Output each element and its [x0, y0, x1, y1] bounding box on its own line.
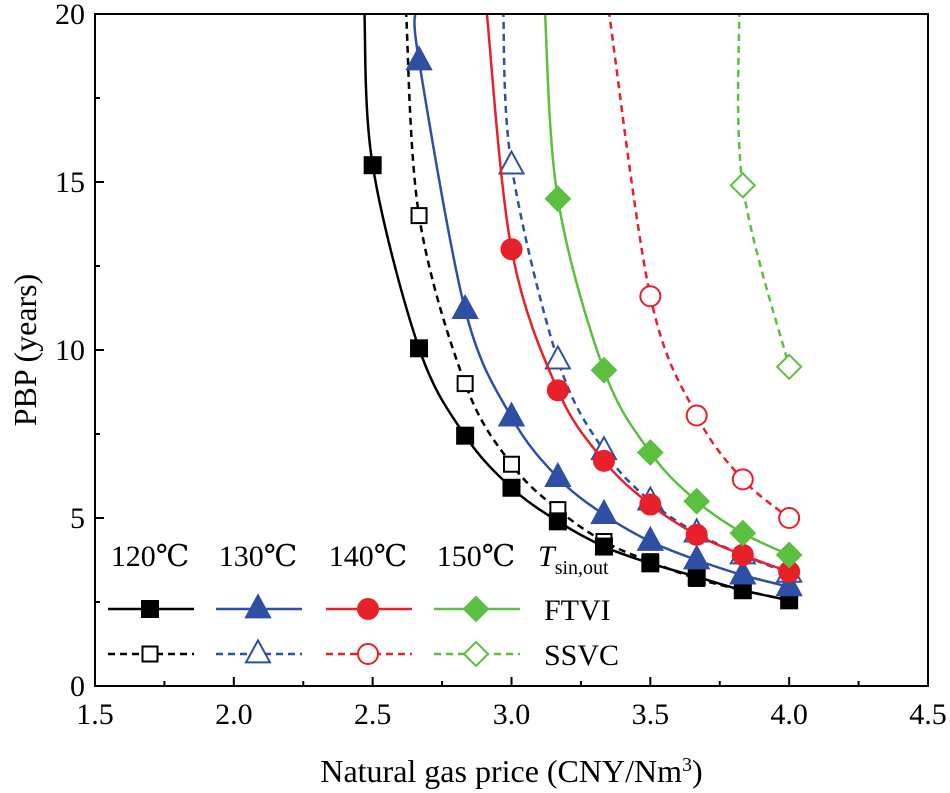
legend-t-symbol: T: [538, 540, 557, 573]
y-axis-title: PBP (years): [7, 274, 43, 427]
axis-ticks: 1.5 2.0 2.5 3.0 3.5 4.0 4.5 0 5 10 15 20: [55, 0, 947, 731]
data-point: [729, 519, 757, 547]
plot-frame: [94, 13, 929, 687]
series-150-ftvi: [543, 14, 803, 569]
data-point: [641, 554, 660, 573]
series-line: [736, 14, 791, 368]
series-150-ssvc: [729, 14, 803, 381]
data-point: [590, 356, 618, 384]
legend-temperature-120: 120℃: [111, 540, 190, 573]
series-130-ftvi: [405, 14, 803, 597]
legend-marker: [357, 643, 379, 665]
legend-marker: [462, 640, 490, 668]
x-tick-label: 2.0: [215, 698, 253, 731]
legend-swatch-130-ftvi: [216, 593, 302, 619]
x-axis-title-main: Natural gas price (CNY/Nm: [320, 753, 682, 789]
data-point: [687, 567, 706, 586]
legend-marker: [244, 593, 272, 619]
data-point: [497, 149, 526, 175]
data-point: [685, 404, 708, 427]
data-point: [546, 379, 569, 402]
x-axis-title-end: ): [692, 753, 703, 789]
legend-temperature-symbol: Tsin,out: [538, 540, 609, 579]
legend-temperature-150: 150℃: [437, 540, 516, 573]
legend-swatch-150-ssvc: [434, 640, 520, 668]
series-120-ftvi: [363, 14, 799, 610]
legend-swatch-120-ftvi: [108, 600, 194, 618]
data-point: [594, 537, 613, 556]
series-line: [363, 14, 790, 602]
data-point: [405, 45, 433, 71]
data-point: [548, 512, 567, 531]
series-line: [543, 14, 790, 557]
data-point: [451, 293, 479, 320]
legend-marker: [244, 638, 272, 664]
series-line: [413, 14, 790, 589]
y-tick-label: 15: [55, 166, 85, 199]
data-point: [497, 401, 526, 427]
y-tick-label: 10: [55, 334, 85, 367]
data-point: [592, 449, 615, 472]
x-tick-label: 1.5: [76, 698, 114, 731]
data-point: [500, 238, 523, 261]
data-point: [456, 426, 475, 445]
data-point: [733, 581, 752, 600]
data-point: [778, 507, 801, 529]
series-layer: [363, 14, 803, 610]
legend-swatch-130-ssvc: [216, 638, 302, 664]
x-tick-label: 4.0: [770, 698, 808, 731]
legend-marker: [141, 600, 159, 618]
data-point: [775, 541, 803, 569]
x-axis-title-sup: 3: [682, 754, 692, 776]
data-point: [544, 185, 572, 213]
data-point: [503, 455, 520, 473]
data-point: [731, 468, 754, 491]
data-point: [729, 171, 757, 199]
legend-swatch-150-ftvi: [434, 595, 520, 623]
data-point: [456, 375, 474, 393]
x-axis-title: Natural gas price (CNY/Nm3): [320, 753, 702, 789]
legend-temperature-130: 130℃: [219, 540, 298, 573]
data-point: [685, 523, 708, 546]
x-tick-label: 2.5: [354, 698, 392, 731]
data-point: [590, 498, 618, 524]
data-point: [775, 353, 803, 381]
data-point: [639, 493, 662, 516]
series-140-ftvi: [485, 14, 801, 583]
data-point: [544, 461, 572, 488]
y-tick-label: 20: [55, 0, 85, 31]
legend-swatch-140-ftvi: [326, 598, 412, 620]
data-point: [729, 559, 757, 585]
data-point: [639, 285, 662, 308]
data-point: [683, 544, 711, 570]
y-tick-label: 5: [70, 502, 85, 535]
legend-label-ssvc: SSVC: [544, 639, 619, 672]
legend-label-ftvi: FTVI: [544, 594, 611, 627]
data-point: [731, 543, 754, 566]
x-tick-label: 3.0: [493, 698, 531, 731]
data-point: [636, 525, 665, 551]
data-point: [502, 478, 521, 497]
data-point: [410, 339, 429, 358]
series-140-ssvc: [607, 14, 801, 529]
data-point: [636, 439, 664, 466]
x-tick-label: 4.5: [909, 698, 947, 731]
data-point: [410, 207, 428, 225]
data-point: [363, 156, 382, 175]
legend-marker: [462, 595, 490, 623]
legend-swatch-120-ssvc: [108, 645, 194, 663]
legend-t-subscript: sin,out: [555, 557, 609, 579]
legend: 120℃ 130℃ 140℃ 150℃ Tsin,out FTVI SSVC: [108, 540, 619, 672]
data-point: [683, 487, 711, 515]
x-tick-label: 3.5: [632, 698, 670, 731]
legend-marker: [357, 598, 379, 620]
legend-marker: [141, 645, 159, 663]
legend-swatch-140-ssvc: [326, 643, 412, 665]
data-point: [544, 344, 572, 370]
legend-temperature-140: 140℃: [329, 540, 408, 573]
y-tick-label: 0: [70, 670, 85, 703]
data-point: [775, 571, 803, 597]
series-line: [607, 14, 790, 519]
